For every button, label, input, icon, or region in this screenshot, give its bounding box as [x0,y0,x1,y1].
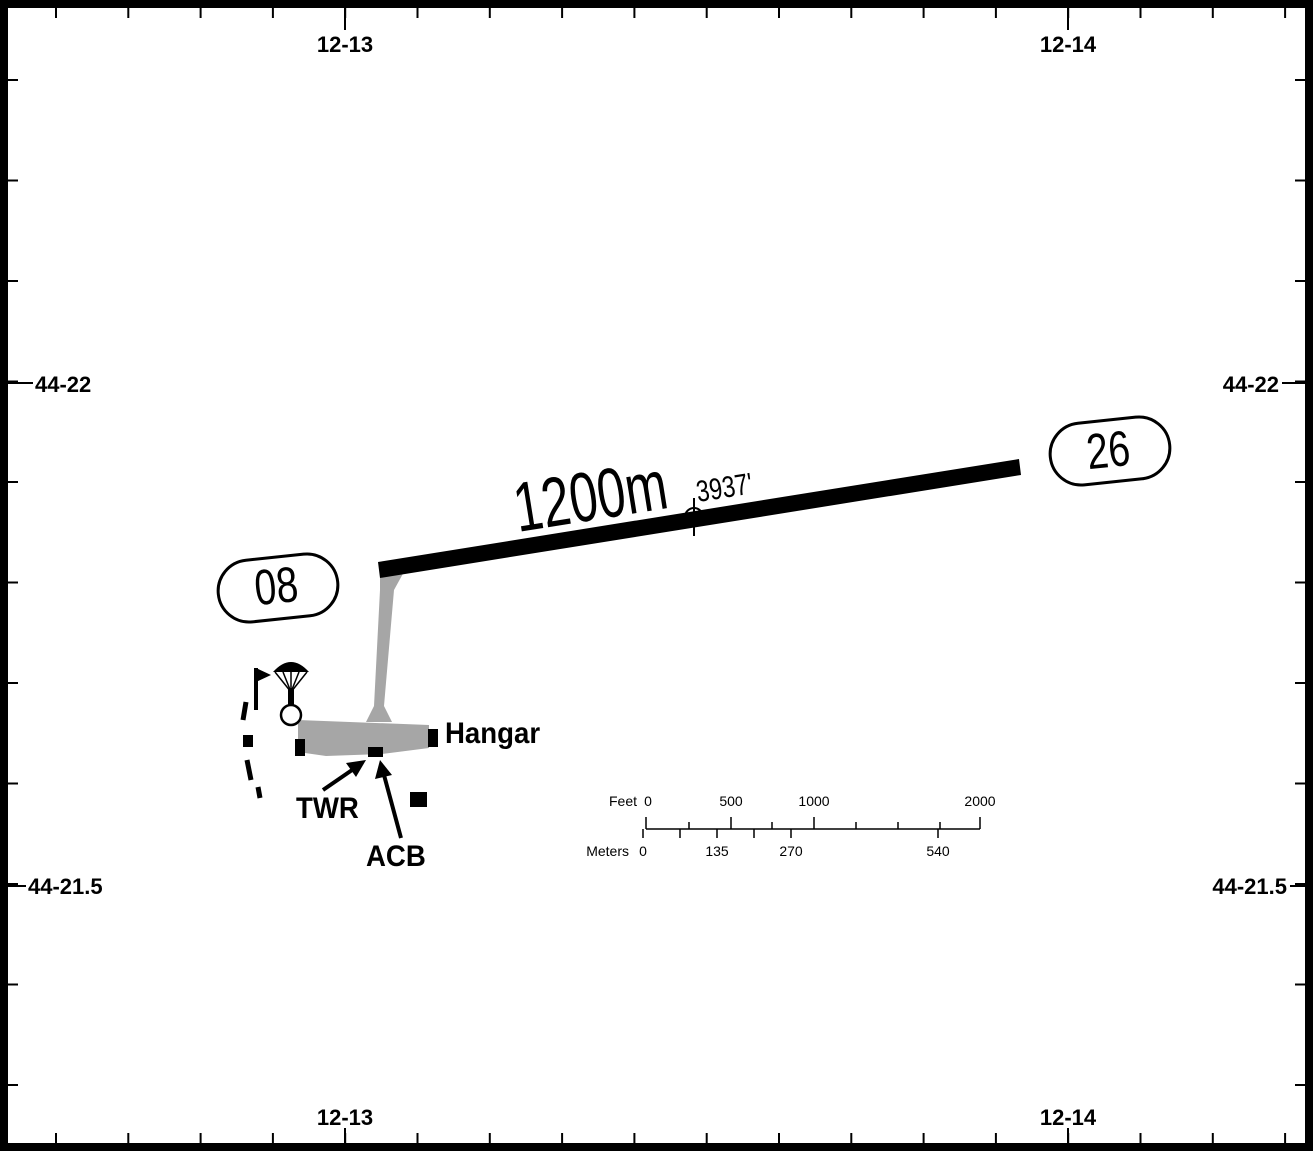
border-ticks [8,8,1305,1143]
runway [378,459,1021,578]
runway-end-26: 26 [1048,415,1172,487]
lon-label-bottom-left: 12-13 [317,1105,373,1130]
runway-end-26-label: 26 [1084,419,1133,480]
parachute-icon [273,662,309,727]
apron [298,720,429,756]
building-south [410,792,427,807]
scale-feet-tick-1000: 1000 [798,793,829,809]
scale-meters-label: Meters [586,843,629,859]
runway-end-08-label: 08 [252,555,301,616]
scale-feet-tick-0: 0 [644,793,652,809]
runway-length-feet: 3937' [694,467,755,509]
lat-label-left-lower: 44-21.5 [28,874,103,899]
windsock-icon [254,668,271,710]
scale-meters-tick-270: 270 [779,843,803,859]
building-acb [368,747,383,757]
building-hangar [428,729,438,747]
lon-label-top-left: 12-13 [317,32,373,57]
taxiway-apron [298,570,429,756]
scale-bar: Feet 0 500 1000 2000 Meters 0 135 270 54… [586,793,996,859]
arrow-twr [321,766,357,792]
coordinate-labels: 12-13 12-14 12-13 12-14 44-22 44-22 44-2… [28,32,1287,1130]
scale-meters-tick-540: 540 [926,843,950,859]
building-twr [295,739,305,756]
lat-label-right-upper: 44-22 [1223,372,1279,397]
arrow-acb [382,774,403,839]
lat-label-left-upper: 44-22 [35,372,91,397]
label-hangar: Hangar [445,717,540,750]
building-west [243,735,253,747]
lon-label-top-right: 12-14 [1040,32,1097,57]
parachute-area-boundary [240,701,263,799]
taxiway [366,570,405,722]
lat-label-right-lower: 44-21.5 [1212,874,1287,899]
buildings [243,729,438,807]
label-twr: TWR [296,792,359,825]
lon-label-bottom-right: 12-14 [1040,1105,1097,1130]
scale-feet-label: Feet [609,793,637,809]
runway-end-08: 08 [216,552,340,624]
scale-feet-tick-500: 500 [719,793,743,809]
scale-feet-tick-2000: 2000 [964,793,995,809]
label-acb: ACB [366,840,426,873]
scale-meters-tick-135: 135 [705,843,729,859]
leader-arrows [321,760,403,839]
airport-reference-point-icon [682,498,706,536]
scale-meters-tick-0: 0 [639,843,647,859]
